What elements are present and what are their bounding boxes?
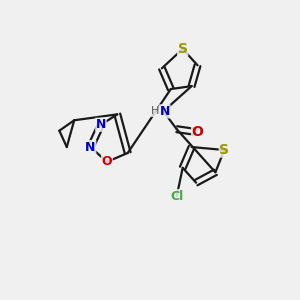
Text: N: N (160, 105, 170, 118)
Text: N: N (96, 118, 106, 131)
Text: N: N (85, 140, 96, 154)
Text: S: S (178, 42, 188, 56)
Text: Cl: Cl (170, 190, 183, 202)
Text: O: O (102, 155, 112, 168)
Text: O: O (192, 125, 203, 139)
Text: S: S (219, 143, 229, 157)
Text: H: H (151, 106, 159, 116)
